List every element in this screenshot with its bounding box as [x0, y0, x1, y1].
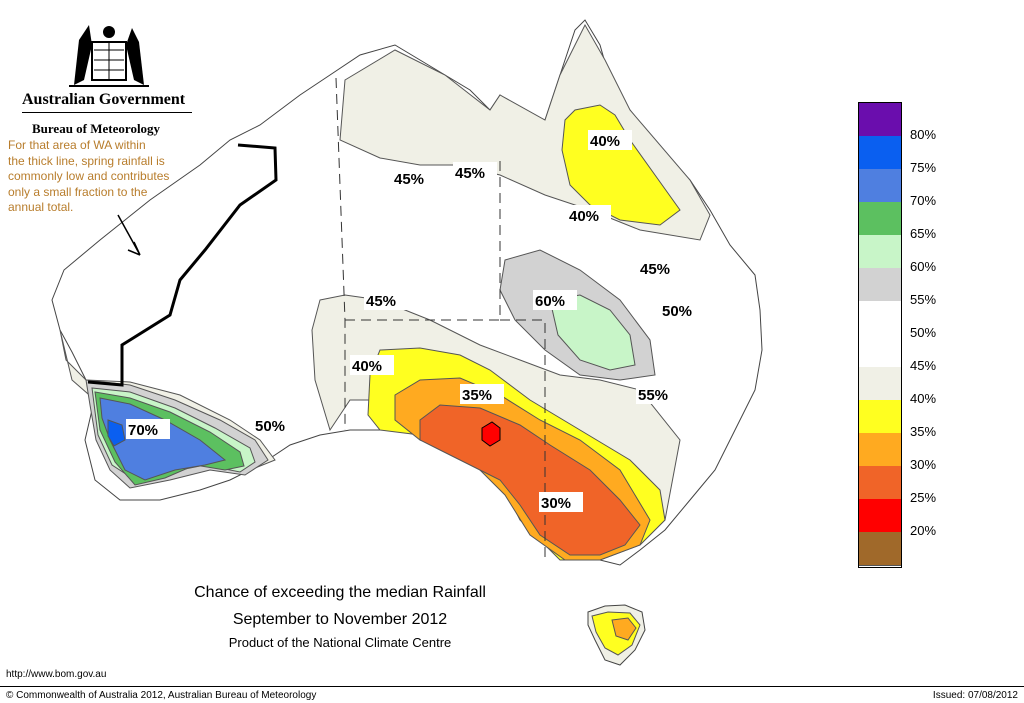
- map-labels: 40% 45% 45% 40% 45% 45% 60% 50% 40% 35% …: [126, 130, 704, 512]
- map-product: Product of the National Climate Centre: [228, 635, 452, 650]
- map-label-40-qld-b: 40%: [569, 208, 599, 225]
- map-period: September to November 2012: [232, 611, 448, 628]
- legend-swatch: [859, 334, 901, 368]
- map-label-45-nt-a: 45%: [394, 171, 424, 188]
- map-label-70: 70%: [128, 422, 158, 439]
- legend-label: 40%: [910, 391, 937, 406]
- map-label-40-qld: 40%: [590, 133, 620, 150]
- legend-swatch: [859, 202, 901, 236]
- coat-of-arms-icon: [69, 25, 149, 87]
- map-label-50-west: 50%: [255, 418, 285, 435]
- map-label-45-qld: 45%: [640, 261, 670, 278]
- legend-swatch: [859, 169, 901, 203]
- bureau-name: Bureau of Meteorology: [32, 121, 161, 136]
- legend-label: 45%: [910, 358, 937, 373]
- map-note: For that area of WA within the thick lin…: [8, 138, 208, 216]
- legend-swatch: [859, 301, 901, 335]
- note-line: annual total.: [8, 200, 74, 214]
- copyright: © Commonwealth of Australia 2012, Austra…: [6, 690, 317, 701]
- legend-swatch: [859, 433, 901, 467]
- legend-label: 25%: [910, 490, 937, 505]
- note-line: the thick line, spring rainfall is: [8, 153, 165, 168]
- map-label-60: 60%: [535, 293, 565, 310]
- legend-label: 65%: [910, 226, 937, 241]
- band-80-sw: [107, 419, 126, 447]
- legend-swatch: [859, 268, 901, 302]
- footer-rule: [0, 686, 1024, 687]
- map-label-55: 55%: [638, 387, 668, 404]
- band-25-south: [419, 404, 641, 556]
- band-60-green: [549, 294, 636, 371]
- legend-label: 35%: [910, 424, 937, 439]
- legend-label: 55%: [910, 292, 937, 307]
- website-url[interactable]: http://www.bom.gov.au: [6, 669, 107, 680]
- note-line: commonly low and contributes: [8, 169, 170, 183]
- map-label-45-central: 45%: [366, 293, 396, 310]
- map-label-35: 35%: [462, 387, 492, 404]
- issued-date: Issued: 07/08/2012: [932, 690, 1018, 701]
- map-label-50-east: 50%: [662, 303, 692, 320]
- agency-rule: [22, 112, 192, 113]
- map-title: Chance of exceeding the median Rainfall: [194, 584, 486, 601]
- legend-swatch: [859, 466, 901, 500]
- state-borders: [335, 77, 546, 560]
- legend-swatch: [859, 532, 901, 566]
- legend-label: 50%: [910, 325, 937, 340]
- legend-swatch: [859, 103, 901, 137]
- legend-label: 20%: [910, 523, 937, 538]
- legend-label: 80%: [910, 127, 937, 142]
- legend-label: 70%: [910, 193, 937, 208]
- legend-swatch: [859, 367, 901, 401]
- note-line: For that area of WA within: [8, 138, 146, 152]
- map-label-30: 30%: [541, 495, 571, 512]
- legend-label: 30%: [910, 457, 937, 472]
- legend-swatch: [859, 400, 901, 434]
- legend-swatch: [859, 499, 901, 533]
- legend-swatch: [859, 235, 901, 269]
- agency-name: Australian Government: [22, 91, 186, 108]
- legend-swatch: [859, 136, 901, 170]
- legend-label: 60%: [910, 259, 937, 274]
- map-label-45-nt-b: 45%: [455, 165, 485, 182]
- legend-label: 75%: [910, 160, 937, 175]
- tasmania-orange: [611, 617, 637, 641]
- map-label-40-south: 40%: [352, 358, 382, 375]
- band-20-spot: [481, 421, 501, 447]
- arrow: [117, 214, 141, 256]
- legend: [858, 102, 902, 568]
- dry-region-boundary: [87, 143, 278, 387]
- note-line: only a small fraction to the: [8, 184, 148, 199]
